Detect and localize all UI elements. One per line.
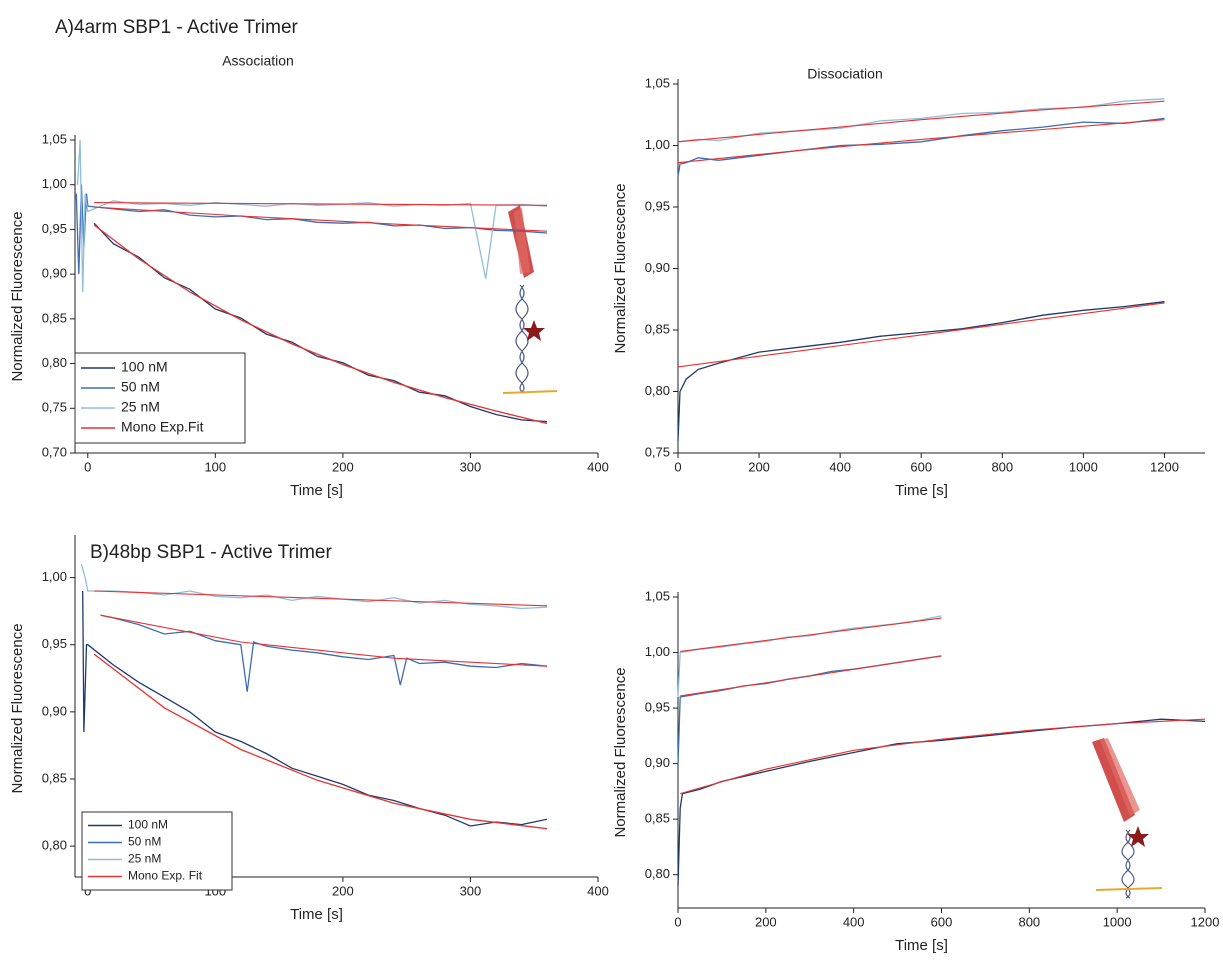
x-tick-label: 800 [991, 459, 1013, 474]
y-tick-label: 0,75 [42, 400, 67, 415]
chart-title: Dissociation [807, 66, 882, 82]
x-tick-label: 1000 [1103, 914, 1132, 929]
x-tick-label: 1200 [1150, 459, 1179, 474]
x-tick-label: 0 [674, 459, 681, 474]
legend-label: Mono Exp. Fit [128, 869, 203, 883]
series-line [75, 184, 548, 275]
x-tick-label: 1000 [1069, 459, 1098, 474]
series-line [82, 590, 548, 827]
legend-label: 50 nM [121, 379, 160, 395]
series-line [93, 224, 548, 425]
y-tick-label: 0,95 [42, 221, 67, 236]
y-tick-label: 0,80 [42, 838, 67, 853]
x-tick-label: 300 [460, 459, 482, 474]
legend-label: 100 nM [128, 818, 168, 832]
series-line [94, 590, 548, 607]
y-tick-label: 0,85 [42, 770, 67, 785]
x-tick-label: 0 [674, 914, 681, 929]
molecule-a [502, 205, 558, 394]
y-tick-label: 0,90 [42, 266, 67, 281]
y-tick-label: 1,00 [645, 644, 670, 659]
y-tick-label: 0,75 [645, 444, 670, 459]
x-tick-label: 200 [755, 914, 777, 929]
series-line [677, 301, 1165, 441]
x-tick-label: 200 [748, 459, 770, 474]
y-tick-label: 0,80 [645, 383, 670, 398]
x-tick-label: 400 [843, 914, 865, 929]
x-axis-label: Time [s] [895, 482, 948, 499]
y-axis-label: Normalized Fluorescence [612, 183, 629, 353]
y-tick-label: 1,05 [645, 588, 670, 603]
series-line [680, 655, 942, 697]
y-tick-label: 0,80 [42, 355, 67, 370]
y-tick-label: 0,70 [42, 444, 67, 459]
y-tick-label: 0,90 [645, 260, 670, 275]
series-line [80, 564, 548, 610]
x-tick-label: 400 [829, 459, 851, 474]
series-line [94, 202, 548, 206]
x-axis-label: Time [s] [895, 937, 948, 954]
x-axis-label: Time [s] [290, 906, 343, 923]
series-line [93, 653, 548, 830]
y-axis-label: Normalized Fluorescence [9, 211, 26, 381]
legend-label: 25 nM [128, 852, 161, 866]
series-line [677, 100, 1165, 143]
y-tick-label: 0,95 [645, 700, 670, 715]
legend-label: 100 nM [121, 359, 168, 375]
y-tick-label: 1,00 [42, 176, 67, 191]
x-tick-label: 200 [332, 459, 354, 474]
y-axis-label: Normalized Fluorescence [9, 623, 26, 793]
y-tick-label: 1,05 [645, 75, 670, 90]
chart-title: Association [222, 53, 294, 69]
series-line [93, 222, 548, 423]
x-tick-label: 1200 [1191, 914, 1220, 929]
series-line [680, 617, 942, 652]
molecule-b [1092, 738, 1163, 899]
series-line [94, 206, 548, 232]
series-line [100, 614, 548, 667]
series-line [677, 615, 942, 698]
x-tick-label: 400 [587, 883, 609, 898]
series-line [677, 655, 942, 764]
series-line [680, 718, 1206, 795]
series-line [100, 614, 548, 692]
x-tick-label: 0 [84, 883, 91, 898]
y-tick-label: 0,95 [42, 636, 67, 651]
y-tick-label: 1,00 [645, 137, 670, 152]
y-tick-label: 0,90 [645, 755, 670, 770]
series-line [677, 302, 1165, 368]
x-tick-label: 600 [931, 914, 953, 929]
x-tick-label: 800 [1018, 914, 1040, 929]
x-tick-label: 400 [587, 459, 609, 474]
y-tick-label: 0,85 [645, 811, 670, 826]
y-tick-label: 1,00 [42, 569, 67, 584]
y-tick-label: 0,80 [645, 866, 670, 881]
legend-label: Mono Exp.Fit [121, 419, 204, 435]
legend-label: 50 nM [128, 835, 161, 849]
y-tick-label: 1,05 [42, 131, 67, 146]
y-tick-label: 0,90 [42, 703, 67, 718]
y-axis-label: Normalized Fluorescence [612, 667, 629, 837]
x-tick-label: 300 [460, 883, 482, 898]
y-tick-label: 0,85 [42, 310, 67, 325]
x-tick-label: 0 [84, 459, 91, 474]
series-line [677, 117, 1165, 177]
x-tick-label: 600 [910, 459, 932, 474]
x-tick-label: 100 [204, 459, 226, 474]
x-axis-label: Time [s] [290, 482, 343, 499]
panel-title: B)48bp SBP1 - Active Trimer [90, 542, 332, 563]
series-line [677, 119, 1165, 164]
legend-label: 25 nM [121, 399, 160, 415]
series-line [76, 139, 548, 293]
y-tick-label: 0,95 [645, 198, 670, 213]
x-tick-label: 200 [332, 883, 354, 898]
y-tick-label: 0,85 [645, 321, 670, 336]
panel-title: A)4arm SBP1 - Active Trimer [55, 17, 299, 38]
